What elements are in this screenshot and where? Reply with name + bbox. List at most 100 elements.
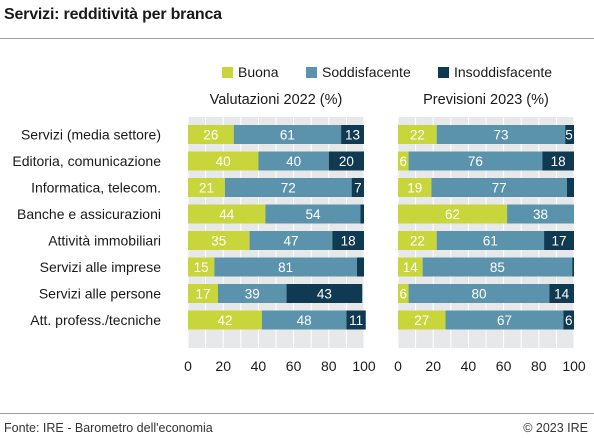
bar-segment bbox=[341, 125, 364, 144]
category-label: Servizi alle persone bbox=[39, 286, 161, 302]
data-label: 22 bbox=[410, 128, 425, 143]
bar-segment bbox=[188, 204, 266, 224]
legend-label-buona: Buona bbox=[238, 64, 279, 80]
bar-segment bbox=[328, 151, 364, 171]
bar-segment bbox=[398, 125, 437, 144]
bar-segment bbox=[572, 257, 574, 277]
bar-segment bbox=[188, 257, 215, 277]
bar-segment bbox=[398, 178, 432, 197]
x-tick-label: 20 bbox=[215, 358, 231, 374]
x-tick-label: 20 bbox=[425, 358, 441, 374]
x-tick-label: 40 bbox=[461, 358, 477, 374]
bar-segment bbox=[398, 231, 437, 250]
data-label: 39 bbox=[245, 287, 260, 302]
category-label: Informatica, telecom. bbox=[31, 180, 161, 196]
category-label: Servizi (media settore) bbox=[21, 127, 161, 143]
data-label: 77 bbox=[492, 181, 507, 196]
data-label: 43 bbox=[317, 287, 332, 302]
data-label: 5 bbox=[565, 128, 573, 143]
data-label: 72 bbox=[281, 181, 296, 196]
bar-segment bbox=[398, 151, 409, 171]
bar-segment bbox=[566, 178, 574, 197]
bar-segment bbox=[565, 125, 574, 144]
panel-title-2023: Previsioni 2023 (%) bbox=[423, 92, 549, 108]
data-label: 13 bbox=[345, 128, 360, 143]
data-label: 17 bbox=[552, 234, 567, 249]
x-tick-label: 60 bbox=[496, 358, 512, 374]
bar-segment bbox=[436, 125, 566, 144]
bar-segment bbox=[332, 231, 364, 250]
data-label: 18 bbox=[341, 234, 356, 249]
data-label: 7 bbox=[354, 181, 362, 196]
bar-segment bbox=[431, 178, 567, 197]
bar-segment bbox=[351, 178, 364, 197]
data-label: 47 bbox=[283, 234, 298, 249]
legend-swatch-insoddisfacente bbox=[438, 67, 449, 78]
data-label: 18 bbox=[551, 154, 566, 169]
bar-segment bbox=[408, 284, 550, 303]
bar-segment bbox=[188, 125, 234, 144]
data-label: 38 bbox=[533, 207, 548, 222]
legend-label-insoddisfacente: Insoddisfacente bbox=[454, 64, 553, 80]
data-label: 61 bbox=[280, 128, 295, 143]
bar-segment bbox=[188, 178, 225, 197]
data-label: 26 bbox=[203, 128, 218, 143]
bar-segment bbox=[544, 231, 574, 250]
bar-segment bbox=[360, 204, 364, 224]
panel-title-2022: Valutazioni 2022 (%) bbox=[209, 92, 343, 108]
bar-segment bbox=[286, 284, 363, 303]
bar-segment bbox=[188, 310, 262, 330]
bar-segment bbox=[265, 204, 361, 224]
bar-segment bbox=[398, 257, 423, 277]
bar-segment bbox=[398, 204, 508, 224]
data-label: 67 bbox=[497, 313, 512, 328]
bar-segment bbox=[507, 204, 574, 224]
bar-segment bbox=[542, 151, 574, 171]
bar-segment bbox=[188, 231, 250, 250]
bar-segment bbox=[408, 151, 543, 171]
bar-segment bbox=[261, 310, 347, 330]
data-label: 73 bbox=[493, 128, 508, 143]
bar-segment bbox=[188, 284, 218, 303]
category-label: Att. profess./tecniche bbox=[30, 312, 161, 328]
bar-segment bbox=[549, 284, 574, 303]
data-label: 40 bbox=[286, 154, 301, 169]
bar-segment bbox=[188, 151, 259, 171]
data-label: 48 bbox=[297, 313, 312, 328]
x-tick-label: 80 bbox=[321, 358, 337, 374]
legend-swatch-buona bbox=[222, 67, 233, 78]
data-label: 21 bbox=[199, 181, 214, 196]
data-label: 80 bbox=[471, 287, 486, 302]
chart-title: Servizi: redditività per branca bbox=[4, 6, 222, 23]
data-label: 20 bbox=[339, 154, 354, 169]
bar-segment bbox=[214, 257, 357, 277]
bottom-divider bbox=[0, 413, 594, 414]
data-label: 11 bbox=[349, 313, 363, 328]
legend-label-soddisfacente: Soddisfacente bbox=[322, 64, 411, 80]
bar-segment bbox=[346, 310, 366, 330]
data-label: 81 bbox=[278, 260, 293, 275]
x-tick-label: 60 bbox=[286, 358, 302, 374]
x-tick-label: 40 bbox=[251, 358, 267, 374]
bar-segment bbox=[217, 284, 287, 303]
category-label: Servizi alle imprese bbox=[40, 259, 162, 275]
bar-segment bbox=[224, 178, 352, 197]
data-label: 14 bbox=[403, 260, 419, 275]
data-label: 54 bbox=[305, 207, 321, 222]
category-label: Attività immobiliari bbox=[48, 233, 161, 249]
category-label: Banche e assicurazioni bbox=[17, 206, 161, 222]
data-label: 35 bbox=[211, 234, 226, 249]
x-tick-label: 100 bbox=[352, 358, 376, 374]
copyright-note: © 2023 IRE bbox=[523, 421, 588, 435]
data-label: 62 bbox=[445, 207, 460, 222]
bar-segment bbox=[422, 257, 573, 277]
data-label: 6 bbox=[400, 154, 408, 169]
data-label: 6 bbox=[400, 287, 408, 302]
x-tick-label: 0 bbox=[394, 358, 402, 374]
data-label: 14 bbox=[554, 287, 570, 302]
data-label: 27 bbox=[414, 313, 429, 328]
data-label: 15 bbox=[194, 260, 209, 275]
data-label: 6 bbox=[565, 313, 573, 328]
bar-segment bbox=[398, 284, 409, 303]
